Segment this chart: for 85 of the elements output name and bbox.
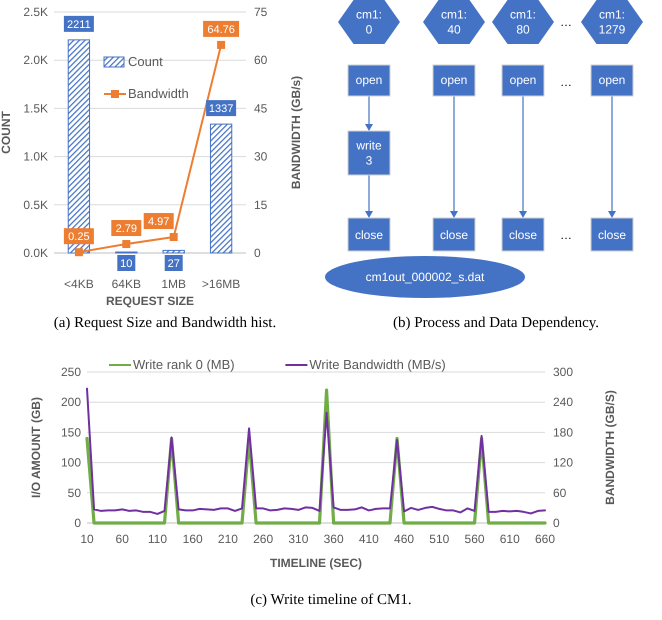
text: write 3 (355, 138, 382, 168)
x-tick-label: 310 (288, 532, 309, 546)
x-axis-title: REQUEST SIZE (106, 294, 194, 308)
data-label: 64.76 (207, 24, 235, 36)
y-axis-title: I/O AMOUNT (GB) (29, 397, 43, 498)
text: open (356, 73, 382, 87)
y-tick-label: 0.5K (23, 198, 48, 212)
x-tick-label: 360 (324, 532, 344, 546)
x-tick-label: 660 (534, 532, 556, 546)
y-tick-label: 1.5K (23, 101, 48, 116)
text: open (440, 73, 468, 87)
legend-label: Bandwidth (128, 86, 189, 101)
x-axis-title: TIMELINE (SEC) (270, 556, 362, 570)
data-label: 2.79 (116, 223, 138, 236)
x-tick-label: 210 (218, 532, 238, 546)
y2-tick-label: 60 (553, 486, 567, 500)
y-tick-label: 2.0K (23, 53, 48, 68)
y2-tick-label: 180 (553, 425, 574, 440)
data-label: 10 (120, 258, 132, 270)
y-tick-label: 0.0K (23, 246, 48, 260)
data-label: 27 (168, 258, 180, 270)
text: close (508, 228, 538, 242)
x-tick-label: 1MB (161, 277, 186, 291)
x-tick-label: <4KB (64, 277, 94, 291)
text: (b) Process and Data Dependency. (392, 315, 600, 331)
y2-tick-label: 15 (254, 198, 268, 212)
x-tick-label: 460 (394, 532, 414, 546)
y2-tick-label: 30 (254, 150, 268, 164)
text: cm1: 0 (356, 8, 382, 36)
text: (c) Write timeline of CM1. (250, 592, 412, 608)
x-tick-label: 610 (500, 532, 520, 546)
text: cm1: 80 (510, 8, 536, 36)
text: cm1: 1279 (598, 8, 626, 36)
data-label: 2211 (67, 18, 91, 31)
y2-tick-label: 75 (254, 5, 268, 19)
text: close (598, 228, 626, 242)
y-tick-label: 200 (60, 395, 82, 410)
text: open (510, 73, 536, 87)
bar (210, 124, 232, 254)
legend-label: Count (128, 54, 164, 69)
point (217, 40, 226, 49)
point (74, 248, 83, 256)
data-label: 0.25 (68, 231, 90, 244)
data-label: 1337 (208, 103, 234, 116)
text: … (560, 228, 572, 242)
y2-tick-label: 300 (553, 365, 574, 379)
text: close (354, 228, 384, 242)
x-tick-label: 260 (253, 532, 274, 546)
y2-tick-label: 0 (254, 246, 261, 260)
text: … (560, 75, 572, 89)
y-tick-label: 50 (68, 486, 82, 500)
text: … (560, 15, 572, 29)
legend-label: Write rank 0 (MB) (133, 357, 235, 372)
point (170, 233, 178, 242)
x-tick-label: 64KB (112, 277, 141, 291)
text: (a) Request Size and Bandwidth hist. (54, 315, 276, 331)
y-tick-label: 100 (60, 456, 82, 470)
x-tick-label: 10 (80, 532, 94, 546)
x-tick-label: 110 (148, 532, 168, 546)
x-tick-label: 160 (182, 532, 204, 546)
x-tick-label: 560 (464, 532, 485, 546)
text: cm1: 40 (440, 8, 468, 36)
y-axis-title: COUNT (0, 110, 13, 154)
y-tick-label: 1.0K (23, 150, 48, 164)
y2-tick-label: 60 (254, 53, 268, 68)
data-label: 4.97 (148, 216, 170, 228)
y2-tick-label: 45 (254, 101, 268, 116)
y-tick-label: 150 (60, 425, 82, 440)
x-tick-label: 410 (358, 532, 380, 546)
y2-tick-label: 120 (553, 456, 574, 470)
x-tick-label: >16MB (202, 277, 240, 291)
y2-tick-label: 240 (553, 395, 574, 410)
y-tick-label: 250 (60, 365, 82, 379)
y-tick-label: 0 (74, 516, 82, 530)
y2-axis-title: BANDWIDTH (GB/s) (289, 76, 303, 190)
text: close (440, 228, 468, 242)
y-tick-label: 2.5K (23, 5, 48, 19)
point (122, 240, 130, 248)
legend-label: Write Bandwidth (MB/s) (309, 357, 446, 372)
x-tick-label: 510 (429, 532, 450, 546)
y2-tick-label: 0 (553, 516, 560, 530)
y2-axis-title: BANDWIDTH (GB/S) (603, 390, 617, 505)
text: open (598, 73, 626, 87)
x-tick-label: 60 (116, 532, 130, 546)
text: cm1out_000002_s.dat (366, 270, 486, 284)
